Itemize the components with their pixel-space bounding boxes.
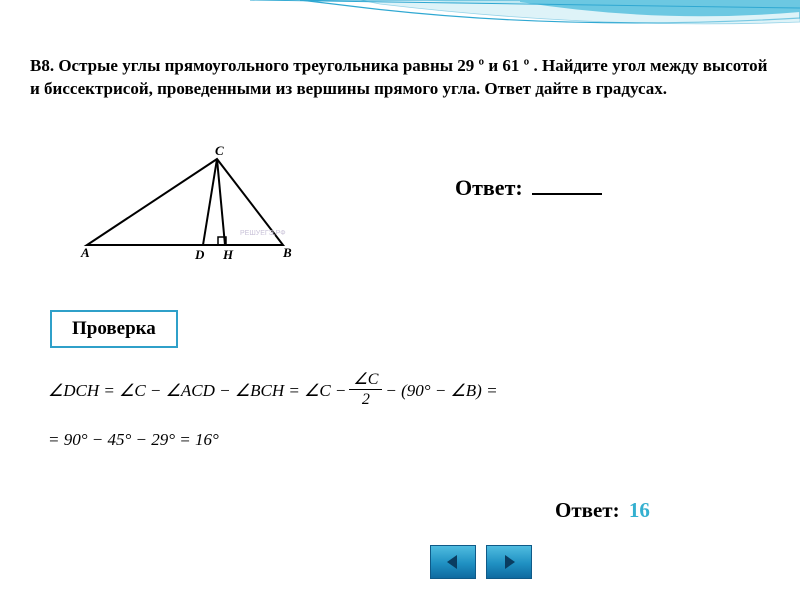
answer-final: Ответ: 16 [555,498,650,523]
point-h-label: H [222,247,234,262]
equation-line-1: ∠DCH = ∠C − ∠ACD − ∠BCH = ∠C − ∠C 2 − (9… [48,372,498,411]
vertex-a-label: A [80,245,90,260]
answer-final-value: 16 [629,498,650,522]
triangle-diagram: A B C D H РЕШУЕГЭ,РФ [75,145,295,275]
vertex-b-label: B [282,245,292,260]
eq1-frac-den: 2 [358,390,374,409]
nav-forward-button[interactable] [486,545,532,579]
problem-statement: В8. Острые углы прямоугольного треугольн… [30,55,770,101]
answer-underline [532,193,602,195]
arrow-left-icon [443,552,463,572]
eq1-fraction: ∠C 2 [349,370,382,409]
eq1-frac-num: ∠C [349,370,382,390]
answer-blank-label: Ответ: [455,175,523,200]
figure-watermark: РЕШУЕГЭ,РФ [240,230,286,237]
header-decoration [0,0,800,40]
check-button[interactable]: Проверка [50,310,178,348]
answer-blank: Ответ: [455,175,602,201]
nav-buttons [430,545,532,579]
arrow-right-icon [499,552,519,572]
vertex-c-label: C [215,145,224,158]
eq1-part-b: − (90° − ∠B) = [385,381,497,401]
nav-back-button[interactable] [430,545,476,579]
point-d-label: D [194,247,205,262]
answer-final-label: Ответ: [555,498,620,522]
equation-line-2: = 90° − 45° − 29° = 16° [48,430,219,450]
eq1-part-a: ∠DCH = ∠C − ∠ACD − ∠BCH = ∠C − [48,381,346,401]
